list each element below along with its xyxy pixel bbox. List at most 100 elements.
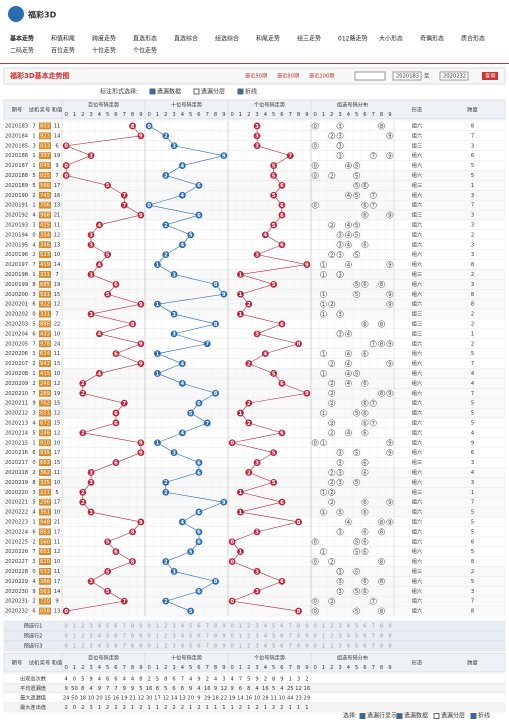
preselect-digit[interactable]: 8 bbox=[380, 624, 383, 630]
range-link[interactable]: 最近100期 bbox=[309, 72, 334, 80]
preselect-digit[interactable]: 6 bbox=[363, 624, 366, 630]
preselect-digit[interactable]: 7 bbox=[206, 624, 209, 630]
preselect-digit[interactable]: 2 bbox=[164, 644, 167, 650]
preselect-digit[interactable]: 0 bbox=[64, 624, 67, 630]
preselect-digit[interactable]: 6 bbox=[197, 634, 200, 640]
nav-link[interactable]: 组选综合 bbox=[215, 35, 239, 43]
preselect-digit[interactable]: 8 bbox=[131, 634, 134, 640]
preselect-digit[interactable]: 6 bbox=[280, 644, 283, 650]
preselect-digit[interactable]: 5 bbox=[106, 624, 109, 630]
preselect-digit[interactable]: 2 bbox=[247, 624, 250, 630]
nav-link[interactable]: 个位走势 bbox=[133, 47, 157, 55]
preselect-digit[interactable]: 4 bbox=[181, 634, 185, 640]
preselect-digit[interactable]: 3 bbox=[255, 624, 258, 630]
preselect-digit[interactable]: 4 bbox=[181, 644, 185, 650]
nav-link[interactable]: 十位走势 bbox=[92, 47, 116, 55]
preselect-digit[interactable]: 2 bbox=[81, 644, 84, 650]
preselect-digit[interactable]: 6 bbox=[280, 624, 283, 630]
preselect-digit[interactable]: 0 bbox=[64, 634, 67, 640]
preselect-digit[interactable]: 3 bbox=[172, 644, 175, 650]
preselect-digit[interactable]: 0 bbox=[313, 624, 316, 630]
preselect-digit[interactable]: 7 bbox=[123, 634, 126, 640]
preselect-digit[interactable]: 9 bbox=[305, 644, 308, 650]
preselect-digit[interactable]: 1 bbox=[239, 624, 242, 630]
nav-link[interactable]: 组三走势 bbox=[297, 35, 321, 43]
preselect-digit[interactable]: 7 bbox=[123, 644, 126, 650]
preselect-digit[interactable]: 1 bbox=[73, 634, 76, 640]
preselect-digit[interactable]: 3 bbox=[338, 624, 341, 630]
preselect-digit[interactable]: 5 bbox=[272, 634, 275, 640]
preselect-digit[interactable]: 7 bbox=[372, 634, 375, 640]
preselect-digit[interactable]: 3 bbox=[89, 644, 92, 650]
preselect-digit[interactable]: 9 bbox=[388, 624, 391, 630]
preselect-digit[interactable]: 0 bbox=[147, 644, 150, 650]
preselect-digit[interactable]: 9 bbox=[222, 644, 225, 650]
checkbox[interactable] bbox=[433, 713, 440, 719]
preselect-digit[interactable]: 6 bbox=[197, 644, 200, 650]
preselect-digit[interactable]: 5 bbox=[189, 624, 192, 630]
preselect-digit[interactable]: 8 bbox=[297, 634, 300, 640]
preselect-digit[interactable]: 2 bbox=[330, 624, 333, 630]
preselect-digit[interactable]: 9 bbox=[222, 624, 225, 630]
to-input[interactable] bbox=[439, 71, 469, 81]
preselect-digit[interactable]: 0 bbox=[313, 634, 316, 640]
preselect-digit[interactable]: 7 bbox=[289, 644, 292, 650]
preselect-digit[interactable]: 1 bbox=[322, 644, 325, 650]
nav-link[interactable]: 和值和尾 bbox=[51, 35, 75, 43]
preselect-digit[interactable]: 8 bbox=[214, 634, 217, 640]
preselect-digit[interactable]: 1 bbox=[156, 634, 159, 640]
preselect-digit[interactable]: 5 bbox=[106, 644, 109, 650]
preselect-digit[interactable]: 3 bbox=[172, 634, 175, 640]
preselect-digit[interactable]: 5 bbox=[355, 634, 358, 640]
nav-link[interactable]: 直选综合 bbox=[174, 35, 198, 43]
checkbox[interactable] bbox=[359, 713, 366, 719]
preselect-digit[interactable]: 7 bbox=[289, 634, 292, 640]
preselect-digit[interactable]: 2 bbox=[81, 634, 84, 640]
checkbox[interactable] bbox=[237, 88, 244, 95]
preselect-digit[interactable]: 2 bbox=[247, 634, 250, 640]
preselect-digit[interactable]: 8 bbox=[131, 644, 134, 650]
preselect-digit[interactable]: 5 bbox=[272, 624, 275, 630]
preselect-digit[interactable]: 5 bbox=[189, 634, 192, 640]
preselect-digit[interactable]: 1 bbox=[239, 644, 242, 650]
preselect-digit[interactable]: 9 bbox=[305, 624, 308, 630]
preselect-digit[interactable]: 0 bbox=[147, 634, 150, 640]
nav-link[interactable]: 二码走势 bbox=[10, 47, 34, 55]
range-link[interactable]: 最近50期 bbox=[245, 72, 267, 80]
checkbox[interactable] bbox=[396, 713, 403, 719]
preselect-digit[interactable]: 4 bbox=[264, 634, 268, 640]
preselect-digit[interactable]: 8 bbox=[380, 634, 383, 640]
preselect-digit[interactable]: 3 bbox=[255, 644, 258, 650]
from-input[interactable] bbox=[392, 71, 422, 81]
preselect-digit[interactable]: 2 bbox=[247, 644, 250, 650]
preselect-digit[interactable]: 9 bbox=[388, 634, 391, 640]
range-link[interactable]: 最近80期 bbox=[277, 72, 299, 80]
preselect-digit[interactable]: 9 bbox=[139, 634, 142, 640]
preselect-digit[interactable]: 5 bbox=[355, 624, 358, 630]
preselect-digit[interactable]: 9 bbox=[388, 644, 391, 650]
preselect-digit[interactable]: 4 bbox=[98, 624, 102, 630]
preselect-digit[interactable]: 4 bbox=[347, 634, 351, 640]
preselect-digit[interactable]: 8 bbox=[214, 644, 217, 650]
preselect-digit[interactable]: 9 bbox=[139, 644, 142, 650]
nav-link[interactable]: 质合形态 bbox=[461, 35, 485, 43]
preselect-digit[interactable]: 5 bbox=[106, 634, 109, 640]
nav-link[interactable]: 跨度走势 bbox=[92, 35, 116, 43]
checkbox[interactable] bbox=[193, 88, 200, 95]
preselect-digit[interactable]: 6 bbox=[114, 624, 117, 630]
preselect-digit[interactable]: 4 bbox=[181, 624, 185, 630]
preselect-digit[interactable]: 0 bbox=[147, 624, 150, 630]
preselect-digit[interactable]: 2 bbox=[330, 634, 333, 640]
preselect-digit[interactable]: 3 bbox=[89, 634, 92, 640]
preselect-digit[interactable]: 3 bbox=[338, 644, 341, 650]
preselect-digit[interactable]: 6 bbox=[280, 634, 283, 640]
preselect-digit[interactable]: 9 bbox=[305, 634, 308, 640]
preselect-digit[interactable]: 8 bbox=[297, 644, 300, 650]
preselect-digit[interactable]: 2 bbox=[330, 644, 333, 650]
preselect-digit[interactable]: 2 bbox=[164, 634, 167, 640]
preselect-digit[interactable]: 5 bbox=[189, 644, 192, 650]
preselect-digit[interactable]: 4 bbox=[264, 624, 268, 630]
preselect-digit[interactable]: 4 bbox=[347, 644, 351, 650]
preselect-digit[interactable]: 0 bbox=[313, 644, 316, 650]
preselect-digit[interactable]: 8 bbox=[297, 624, 300, 630]
